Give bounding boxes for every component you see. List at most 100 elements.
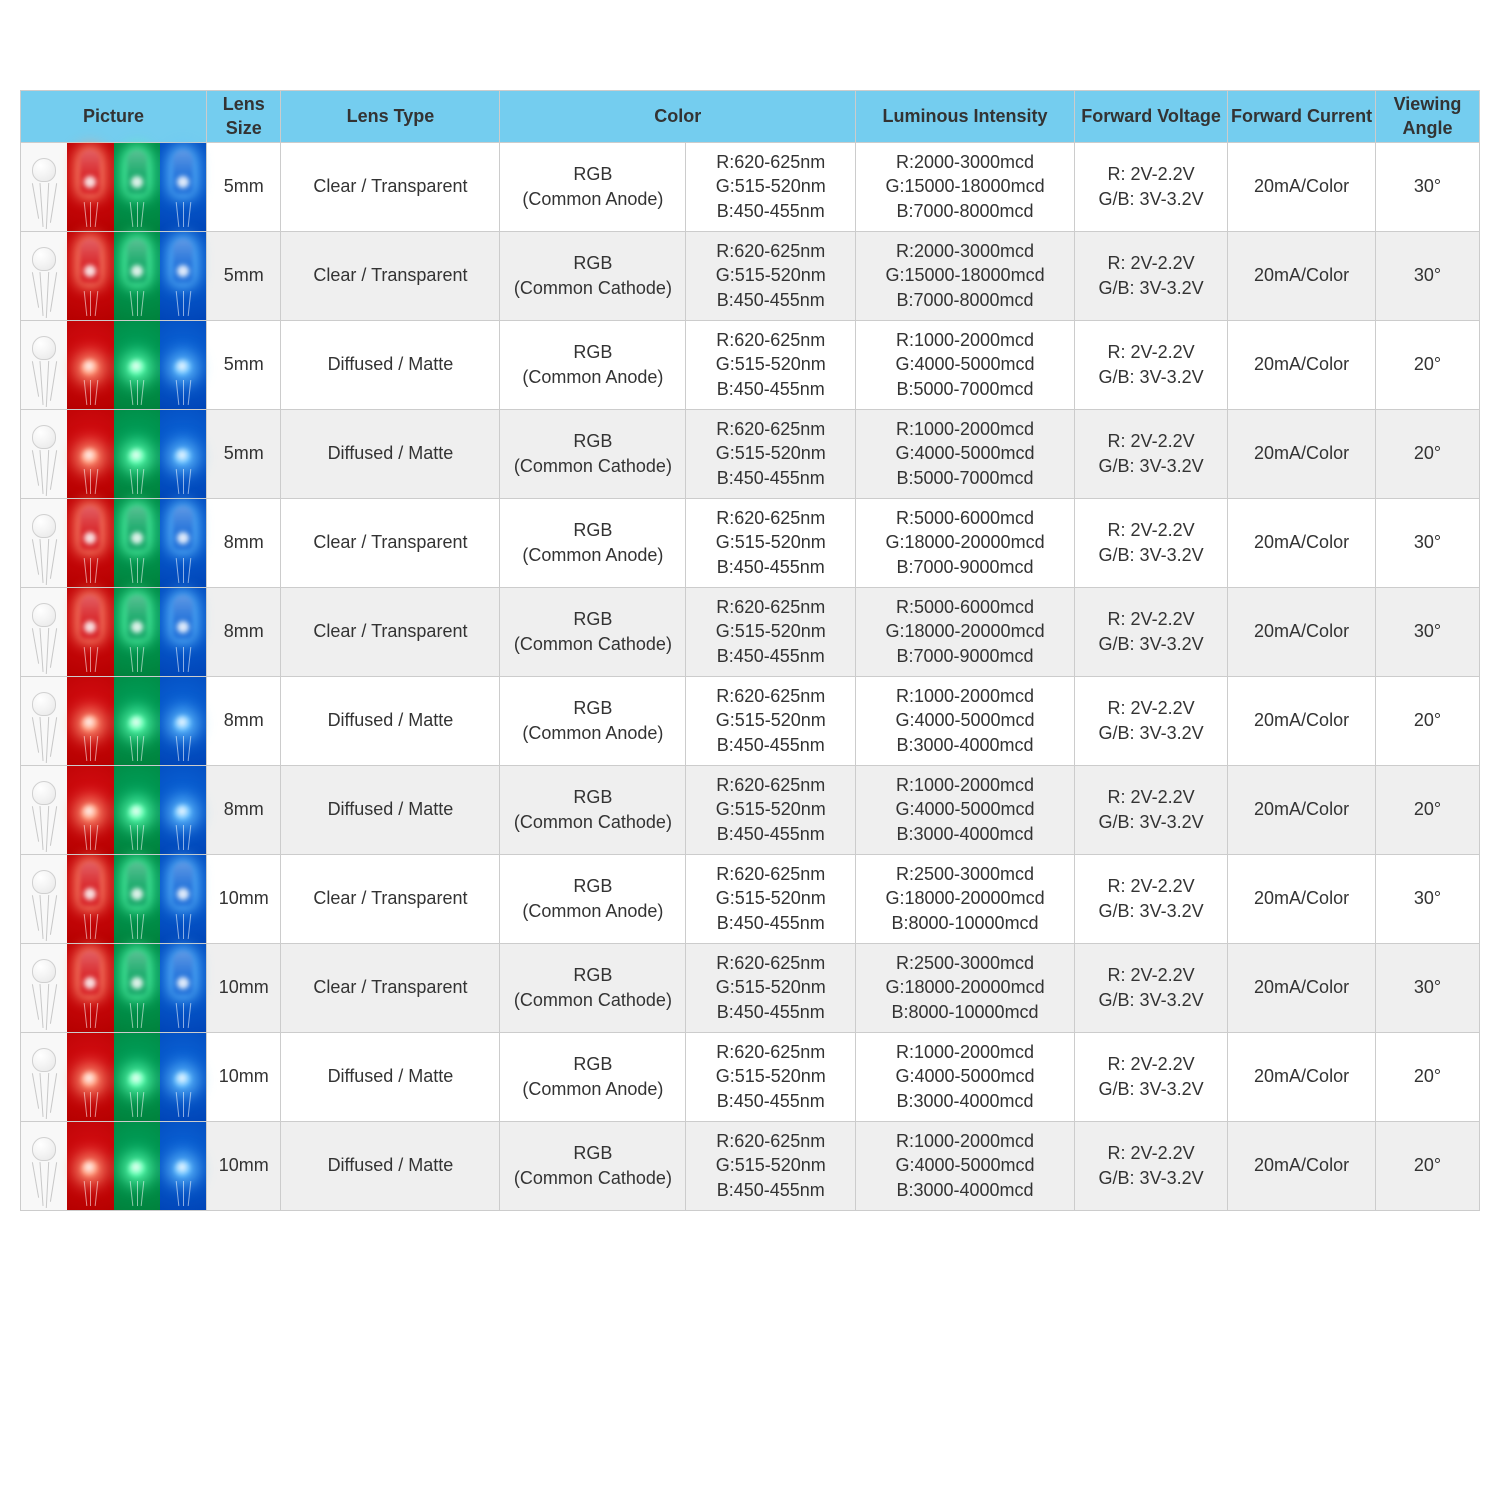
col-voltage: Forward Voltage xyxy=(1074,91,1227,143)
angle-cell: 20° xyxy=(1375,409,1479,498)
picture-cell xyxy=(21,498,207,587)
lens-size-cell: 5mm xyxy=(207,409,281,498)
led-red-icon xyxy=(67,588,113,676)
table-row: 5mmClear / TransparentRGB(Common Cathode… xyxy=(21,231,1480,320)
current-cell: 20mA/Color xyxy=(1228,1121,1376,1210)
voltage-cell: R: 2V-2.2VG/B: 3V-3.2V xyxy=(1074,943,1227,1032)
intensity-cell: R:1000-2000mcdG:4000-5000mcdB:5000-7000m… xyxy=(856,320,1075,409)
voltage-cell: R: 2V-2.2VG/B: 3V-3.2V xyxy=(1074,142,1227,231)
color-type-cell: RGB(Common Anode) xyxy=(500,676,686,765)
lens-size-cell: 8mm xyxy=(207,498,281,587)
color-type-cell: RGB(Common Anode) xyxy=(500,320,686,409)
current-cell: 20mA/Color xyxy=(1228,587,1376,676)
angle-cell: 30° xyxy=(1375,498,1479,587)
color-type-cell: RGB(Common Cathode) xyxy=(500,231,686,320)
led-blue-icon xyxy=(160,588,206,676)
lens-type-cell: Diffused / Matte xyxy=(281,409,500,498)
led-green-icon xyxy=(114,677,160,765)
intensity-cell: R:5000-6000mcdG:18000-20000mcdB:7000-900… xyxy=(856,587,1075,676)
wavelength-cell: R:620-625nmG:515-520nmB:450-455nm xyxy=(686,142,856,231)
color-type-cell: RGB(Common Cathode) xyxy=(500,943,686,1032)
table-row: 8mmClear / TransparentRGB(Common Anode)R… xyxy=(21,498,1480,587)
lens-size-cell: 10mm xyxy=(207,854,281,943)
current-cell: 20mA/Color xyxy=(1228,409,1376,498)
color-type-cell: RGB(Common Cathode) xyxy=(500,765,686,854)
intensity-cell: R:1000-2000mcdG:4000-5000mcdB:3000-4000m… xyxy=(856,1121,1075,1210)
lens-size-cell: 8mm xyxy=(207,676,281,765)
led-off-icon xyxy=(21,232,67,320)
led-blue-icon xyxy=(160,410,206,498)
picture-cell xyxy=(21,943,207,1032)
picture-cell xyxy=(21,676,207,765)
intensity-cell: R:1000-2000mcdG:4000-5000mcdB:3000-4000m… xyxy=(856,1032,1075,1121)
intensity-cell: R:1000-2000mcdG:4000-5000mcdB:3000-4000m… xyxy=(856,765,1075,854)
current-cell: 20mA/Color xyxy=(1228,231,1376,320)
wavelength-cell: R:620-625nmG:515-520nmB:450-455nm xyxy=(686,854,856,943)
table-header: Picture Lens Size Lens Type Color Lumino… xyxy=(21,91,1480,143)
col-angle: Viewing Angle xyxy=(1375,91,1479,143)
lens-type-cell: Diffused / Matte xyxy=(281,765,500,854)
led-green-icon xyxy=(114,855,160,943)
led-green-icon xyxy=(114,321,160,409)
lens-type-cell: Diffused / Matte xyxy=(281,676,500,765)
voltage-cell: R: 2V-2.2VG/B: 3V-3.2V xyxy=(1074,676,1227,765)
intensity-cell: R:2500-3000mcdG:18000-20000mcdB:8000-100… xyxy=(856,854,1075,943)
intensity-cell: R:2500-3000mcdG:18000-20000mcdB:8000-100… xyxy=(856,943,1075,1032)
current-cell: 20mA/Color xyxy=(1228,943,1376,1032)
led-red-icon xyxy=(67,944,113,1032)
led-blue-icon xyxy=(160,499,206,587)
led-off-icon xyxy=(21,766,67,854)
led-green-icon xyxy=(114,410,160,498)
led-red-icon xyxy=(67,855,113,943)
led-green-icon xyxy=(114,944,160,1032)
color-type-cell: RGB(Common Anode) xyxy=(500,142,686,231)
voltage-cell: R: 2V-2.2VG/B: 3V-3.2V xyxy=(1074,587,1227,676)
led-green-icon xyxy=(114,766,160,854)
col-current: Forward Current xyxy=(1228,91,1376,143)
wavelength-cell: R:620-625nmG:515-520nmB:450-455nm xyxy=(686,409,856,498)
color-type-cell: RGB(Common Anode) xyxy=(500,854,686,943)
angle-cell: 30° xyxy=(1375,587,1479,676)
picture-cell xyxy=(21,587,207,676)
picture-cell xyxy=(21,409,207,498)
voltage-cell: R: 2V-2.2VG/B: 3V-3.2V xyxy=(1074,765,1227,854)
angle-cell: 20° xyxy=(1375,765,1479,854)
led-red-icon xyxy=(67,1033,113,1121)
picture-cell xyxy=(21,231,207,320)
lens-type-cell: Diffused / Matte xyxy=(281,1032,500,1121)
table-row: 5mmClear / TransparentRGB(Common Anode)R… xyxy=(21,142,1480,231)
picture-cell xyxy=(21,1032,207,1121)
lens-type-cell: Clear / Transparent xyxy=(281,498,500,587)
current-cell: 20mA/Color xyxy=(1228,320,1376,409)
led-blue-icon xyxy=(160,321,206,409)
current-cell: 20mA/Color xyxy=(1228,142,1376,231)
led-off-icon xyxy=(21,588,67,676)
col-picture: Picture xyxy=(21,91,207,143)
wavelength-cell: R:620-625nmG:515-520nmB:450-455nm xyxy=(686,587,856,676)
intensity-cell: R:1000-2000mcdG:4000-5000mcdB:5000-7000m… xyxy=(856,409,1075,498)
angle-cell: 30° xyxy=(1375,142,1479,231)
led-red-icon xyxy=(67,321,113,409)
angle-cell: 20° xyxy=(1375,1121,1479,1210)
angle-cell: 20° xyxy=(1375,676,1479,765)
lens-type-cell: Clear / Transparent xyxy=(281,854,500,943)
lens-size-cell: 5mm xyxy=(207,231,281,320)
col-color: Color xyxy=(500,91,856,143)
lens-type-cell: Clear / Transparent xyxy=(281,142,500,231)
angle-cell: 20° xyxy=(1375,320,1479,409)
angle-cell: 30° xyxy=(1375,943,1479,1032)
intensity-cell: R:5000-6000mcdG:18000-20000mcdB:7000-900… xyxy=(856,498,1075,587)
led-green-icon xyxy=(114,232,160,320)
current-cell: 20mA/Color xyxy=(1228,1032,1376,1121)
led-green-icon xyxy=(114,588,160,676)
lens-type-cell: Diffused / Matte xyxy=(281,320,500,409)
led-red-icon xyxy=(67,766,113,854)
led-blue-icon xyxy=(160,944,206,1032)
lens-type-cell: Clear / Transparent xyxy=(281,231,500,320)
voltage-cell: R: 2V-2.2VG/B: 3V-3.2V xyxy=(1074,409,1227,498)
lens-size-cell: 8mm xyxy=(207,587,281,676)
lens-type-cell: Clear / Transparent xyxy=(281,587,500,676)
wavelength-cell: R:620-625nmG:515-520nmB:450-455nm xyxy=(686,943,856,1032)
intensity-cell: R:2000-3000mcdG:15000-18000mcdB:7000-800… xyxy=(856,142,1075,231)
led-spec-table: Picture Lens Size Lens Type Color Lumino… xyxy=(20,90,1480,1211)
